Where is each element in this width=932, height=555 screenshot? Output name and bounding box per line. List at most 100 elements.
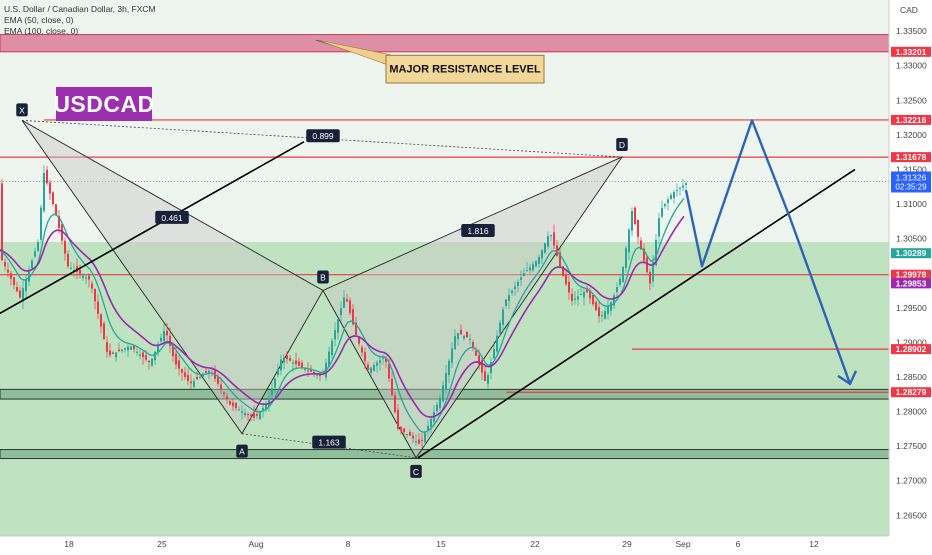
candle-body: [88, 275, 90, 280]
candle-body: [562, 266, 564, 276]
y-tick-label: 1.28500: [896, 372, 927, 382]
candle-body: [199, 376, 201, 378]
candle-body: [379, 360, 381, 364]
symbol-label: USDCAD: [53, 87, 154, 121]
candle-body: [40, 207, 42, 240]
candle-body: [274, 378, 276, 388]
candle-body: [112, 352, 114, 354]
candle-body: [568, 281, 570, 293]
candle-body: [298, 361, 300, 366]
candle-body: [79, 269, 81, 274]
candle-body: [580, 294, 582, 296]
candle-body: [388, 363, 390, 379]
candle-body: [226, 396, 228, 400]
candle-body: [166, 330, 168, 336]
pattern-point-d: D: [616, 137, 628, 151]
x-tick-label: 6: [736, 539, 741, 549]
candle-body: [448, 360, 450, 376]
currency-label: CAD: [900, 5, 918, 15]
time-axis-bg: [0, 536, 889, 550]
candle-body: [520, 277, 522, 280]
candle-body: [529, 267, 531, 271]
candle-body: [268, 397, 270, 407]
candle-body: [556, 245, 558, 256]
candle-body: [649, 272, 651, 284]
candle-body: [442, 385, 444, 402]
candle-body: [265, 403, 267, 410]
y-tick-label: 1.33000: [896, 61, 927, 71]
x-tick-label: 15: [436, 539, 446, 549]
y-tick-label: 1.33500: [896, 26, 927, 36]
candle-body: [439, 397, 441, 409]
candle-body: [664, 203, 666, 206]
candle-body: [13, 277, 15, 285]
current-price-bg: [891, 171, 931, 193]
ratio-label: 0.899: [306, 129, 340, 143]
x-tick-label: 12: [809, 539, 819, 549]
candle-body: [658, 218, 660, 237]
candle-body: [514, 286, 516, 289]
candle-body: [361, 347, 363, 353]
candle-body: [124, 348, 126, 350]
candle-body: [178, 360, 180, 369]
y-tick-label: 1.31500: [896, 164, 927, 174]
candle-body: [346, 299, 348, 302]
candle-body: [526, 270, 528, 272]
current-price-label: 1.31326: [896, 172, 927, 182]
candle-body: [682, 185, 684, 188]
pattern-point-x-bg: [16, 103, 28, 117]
candle-body: [130, 346, 132, 350]
candle-body: [436, 404, 438, 412]
y-tick-label: 1.32500: [896, 95, 927, 105]
candle-body: [412, 435, 414, 439]
price-label-bg: [891, 269, 931, 280]
candle-body: [253, 413, 255, 418]
y-tick-label: 1.29000: [896, 337, 927, 347]
candle-body: [463, 335, 465, 339]
candle-body: [661, 208, 663, 217]
y-tick-label: 1.32000: [896, 130, 927, 140]
candle-body: [10, 273, 12, 279]
price-label-bg: [891, 344, 931, 355]
candle-body: [409, 432, 411, 436]
price-label: 1.29853: [896, 278, 927, 288]
candle-body: [22, 288, 24, 302]
candle-body: [31, 260, 33, 269]
candle-body: [307, 370, 309, 372]
candle-body: [652, 261, 654, 282]
candle-body: [52, 192, 54, 205]
candle-body: [574, 298, 576, 300]
candle-body: [598, 307, 600, 317]
candle-body: [385, 358, 387, 362]
candle-body: [577, 296, 579, 300]
candle-body: [16, 287, 18, 292]
candle-body: [271, 388, 273, 396]
candle-body: [286, 355, 288, 360]
candle-body: [28, 269, 30, 282]
ratio-label-bg: [312, 435, 346, 449]
candle-body: [151, 358, 153, 366]
candle-body: [511, 290, 513, 293]
pattern-point-b: B: [317, 270, 329, 284]
candle-body: [358, 337, 360, 344]
candle-body: [73, 270, 75, 272]
candle-body: [70, 268, 72, 270]
candle-body: [532, 264, 534, 271]
candle-body: [541, 250, 543, 259]
candle-body: [82, 275, 84, 278]
candle-body: [145, 355, 147, 360]
ratio-label-text: 0.899: [312, 131, 334, 141]
candle-body: [523, 273, 525, 277]
candle-body: [601, 315, 603, 317]
pattern-ratio-line: [241, 433, 417, 459]
price-label-bg: [891, 248, 931, 259]
candle-body: [310, 369, 312, 372]
price-label: 1.28902: [896, 344, 927, 354]
candle-body: [499, 322, 501, 334]
candle-body: [61, 224, 63, 241]
candle-body: [241, 411, 243, 413]
candle-body: [607, 306, 609, 314]
candle-body: [55, 204, 57, 216]
candle-body: [454, 336, 456, 350]
